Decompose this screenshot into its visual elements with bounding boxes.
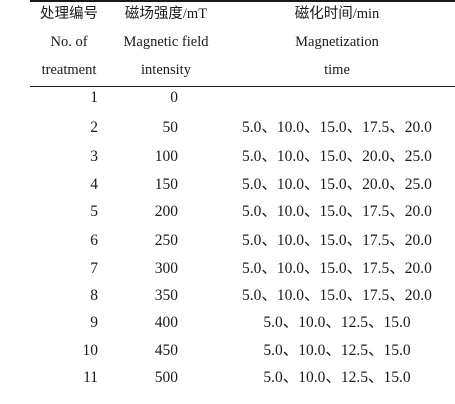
- header-intensity-en-2: intensity: [141, 62, 191, 78]
- treatment-number: 9: [90, 314, 98, 331]
- field-intensity: 400: [154, 314, 178, 331]
- treatment-number: 3: [90, 148, 98, 165]
- header-treatment-en-2: treatment: [41, 62, 97, 78]
- magnetization-times: 5.0、10.0、15.0、17.5、20.0: [242, 260, 432, 277]
- treatment-number: 10: [82, 342, 99, 359]
- header-time-cn: 磁化时间/min: [294, 6, 380, 22]
- table-row: 9 400 5.0、10.0、12.5、15.0: [0, 310, 455, 336]
- treatment-number: 2: [90, 119, 98, 136]
- table-row: 8 350 5.0、10.0、15.0、17.5、20.0: [0, 283, 455, 309]
- magnetization-times: 5.0、10.0、15.0、20.0、25.0: [242, 176, 432, 193]
- treatment-number: 7: [90, 260, 98, 277]
- field-intensity: 450: [154, 342, 178, 359]
- header-treatment-en-1: No. of: [50, 34, 88, 50]
- table-row: 5 200 5.0、10.0、15.0、17.5、20.0: [0, 199, 455, 225]
- table-row: 1 0: [0, 85, 455, 111]
- field-intensity: 250: [154, 232, 178, 249]
- header-time-en-1: Magnetization: [295, 34, 379, 50]
- table-row: 11 500 5.0、10.0、12.5、15.0: [0, 365, 455, 391]
- field-intensity: 200: [154, 203, 178, 220]
- table-row: 6 250 5.0、10.0、15.0、17.5、20.0: [0, 228, 455, 254]
- field-intensity: 350: [154, 287, 178, 304]
- magnetization-times: 5.0、10.0、12.5、15.0: [263, 314, 411, 331]
- field-intensity: 0: [170, 89, 178, 106]
- table-row: 2 50 5.0、10.0、15.0、17.5、20.0: [0, 115, 455, 141]
- table-row: 3 100 5.0、10.0、15.0、20.0、25.0: [0, 144, 455, 170]
- table-row: 4 150 5.0、10.0、15.0、20.0、25.0: [0, 172, 455, 198]
- magnetization-times: 5.0、10.0、12.5、15.0: [263, 342, 411, 359]
- field-intensity: 300: [154, 260, 178, 277]
- header-rule: [30, 86, 455, 87]
- treatment-number: 4: [90, 176, 98, 193]
- treatment-number: 6: [90, 232, 98, 249]
- header-treatment-cn: 处理编号: [40, 6, 98, 22]
- treatment-number: 1: [90, 89, 98, 106]
- treatment-number: 11: [83, 369, 98, 386]
- field-intensity: 500: [154, 369, 178, 386]
- table-row: 10 450 5.0、10.0、12.5、15.0: [0, 338, 455, 364]
- header-intensity-cn: 磁场强度/mT: [124, 6, 208, 22]
- field-intensity: 150: [154, 176, 178, 193]
- treatment-number: 5: [90, 203, 98, 220]
- table-row: 7 300 5.0、10.0、15.0、17.5、20.0: [0, 256, 455, 282]
- magnetization-times: 5.0、10.0、12.5、15.0: [263, 369, 411, 386]
- treatment-number: 8: [90, 287, 98, 304]
- table-top-rule: [30, 0, 455, 2]
- magnetization-times: 5.0、10.0、15.0、17.5、20.0: [242, 119, 432, 136]
- magnetization-times: 5.0、10.0、15.0、17.5、20.0: [242, 232, 432, 249]
- magnetization-times: 5.0、10.0、15.0、17.5、20.0: [242, 203, 432, 220]
- field-intensity: 50: [162, 119, 179, 136]
- header-time-en-2: time: [324, 62, 350, 78]
- header-intensity-en-1: Magnetic field: [123, 34, 209, 50]
- magnetization-times: 5.0、10.0、15.0、17.5、20.0: [242, 287, 432, 304]
- field-intensity: 100: [154, 148, 178, 165]
- magnetization-times: 5.0、10.0、15.0、20.0、25.0: [242, 148, 432, 165]
